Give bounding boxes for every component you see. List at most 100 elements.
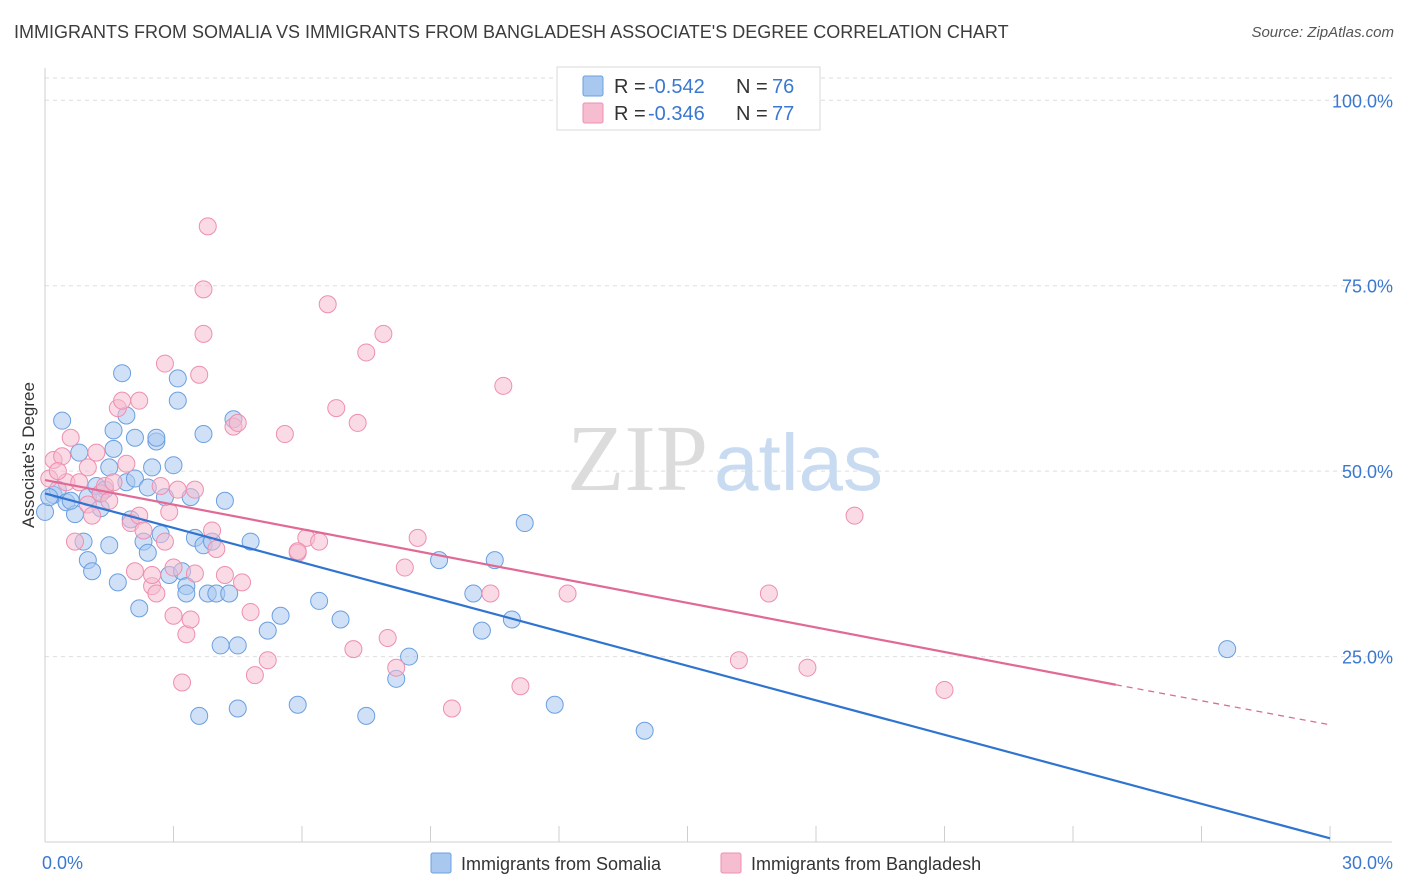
bangladesh-point (558, 584, 577, 603)
bangladesh-trend-extension (1115, 684, 1331, 726)
somalia-point (100, 536, 119, 555)
y-axis-label: Associate's Degree (19, 382, 38, 528)
bangladesh-swatch (582, 102, 604, 124)
somalia-point (194, 425, 213, 444)
bangladesh-point (147, 584, 166, 603)
x-tick-label: 0.0% (42, 853, 83, 873)
bangladesh-point (318, 295, 337, 314)
y-tick-label: 75.0% (1342, 277, 1393, 297)
bangladesh-point (194, 324, 213, 343)
tick-labels: 25.0% 50.0% 75.0% 100.0% 0.0% 30.0% (42, 91, 1393, 873)
somalia-point (125, 428, 144, 447)
somalia-point (104, 421, 123, 440)
somalia-point (228, 636, 247, 655)
somalia-trend-line (44, 492, 1331, 840)
bangladesh-point (181, 610, 200, 629)
bangladesh-point (173, 673, 192, 692)
somalia-point (168, 369, 187, 388)
bangladesh-point (87, 443, 106, 462)
bangladesh-point (442, 699, 461, 718)
somalia-point (357, 706, 376, 725)
bangladesh-point (387, 658, 406, 677)
bangladesh-point (215, 565, 234, 584)
somalia-point (108, 573, 127, 592)
bangladesh-n-value: 77 (772, 103, 794, 125)
bangladesh-point (53, 447, 72, 466)
somalia-point (215, 491, 234, 510)
somalia-point (138, 543, 157, 562)
bangladesh-point (83, 506, 102, 525)
somalia-n-label: N = (736, 76, 768, 98)
somalia-point (258, 621, 277, 640)
somalia-point (190, 706, 209, 725)
somalia-point (130, 599, 149, 618)
somalia-point (113, 364, 132, 383)
y-tick-label: 50.0% (1342, 462, 1393, 482)
bangladesh-point (61, 428, 80, 447)
bangladesh-point (177, 625, 196, 644)
bangladesh-point (935, 680, 954, 699)
bangladesh-point (104, 473, 123, 492)
chart-title: IMMIGRANTS FROM SOMALIA VS IMMIGRANTS FR… (14, 22, 1009, 42)
bangladesh-point (194, 280, 213, 299)
bangladesh-point (327, 399, 346, 418)
somalia-point (177, 584, 196, 603)
somalia-point (472, 621, 491, 640)
somalia-point (36, 502, 54, 521)
somalia-point (545, 695, 564, 714)
somalia-point (220, 584, 239, 603)
legend-somalia-swatch (430, 852, 452, 874)
series-legend: Immigrants from Somalia Immigrants from … (430, 852, 981, 874)
somalia-n-value: 76 (772, 76, 794, 98)
bangladesh-point (845, 506, 864, 525)
bangladesh-point (344, 640, 363, 659)
somalia-point (228, 699, 247, 718)
somalia-point (400, 647, 419, 666)
somalia-point (464, 584, 483, 603)
somalia-point (310, 591, 329, 610)
bangladesh-point (130, 391, 149, 410)
bangladesh-point (207, 540, 226, 559)
bangladesh-point (168, 480, 187, 499)
bangladesh-point (100, 491, 119, 510)
bangladesh-point (125, 562, 144, 581)
somalia-point (53, 411, 72, 430)
somalia-point (241, 532, 260, 551)
bangladesh-point (395, 558, 414, 577)
bangladesh-point (190, 365, 209, 384)
bangladesh-point (130, 506, 149, 525)
bangladesh-point (185, 564, 204, 583)
bangladesh-point (155, 354, 174, 373)
y-tick-label: 25.0% (1342, 648, 1393, 668)
trend-lines (44, 478, 1331, 840)
bangladesh-point (378, 629, 397, 648)
bangladesh-n-label: N = (736, 103, 768, 125)
bangladesh-point (374, 324, 393, 343)
bangladesh-point (729, 651, 748, 670)
bangladesh-trend-line (44, 478, 1117, 686)
watermark-atlas: atlas (714, 418, 883, 507)
somalia-point (104, 439, 123, 458)
somalia-point (1218, 640, 1237, 659)
bangladesh-point (143, 565, 162, 584)
bangladesh-point (357, 343, 376, 362)
bangladesh-point (134, 521, 153, 540)
bangladesh-point (275, 425, 294, 444)
somalia-point (83, 562, 102, 581)
bangladesh-point (48, 462, 67, 481)
somalia-point (100, 458, 119, 477)
bangladesh-point (233, 573, 252, 592)
bangladesh-r-label: R = (614, 103, 646, 125)
x-tick-label: 30.0% (1342, 853, 1393, 873)
somalia-r-label: R = (614, 76, 646, 98)
bangladesh-point (798, 658, 817, 677)
bangladesh-point (164, 558, 183, 577)
legend-somalia-label: Immigrants from Somalia (461, 854, 662, 874)
bangladesh-point (511, 677, 530, 696)
bangladesh-point (151, 476, 170, 495)
somalia-point (147, 428, 166, 447)
somalia-point (271, 606, 290, 625)
bangladesh-point (117, 454, 136, 473)
somalia-r-value: -0.542 (648, 76, 705, 98)
